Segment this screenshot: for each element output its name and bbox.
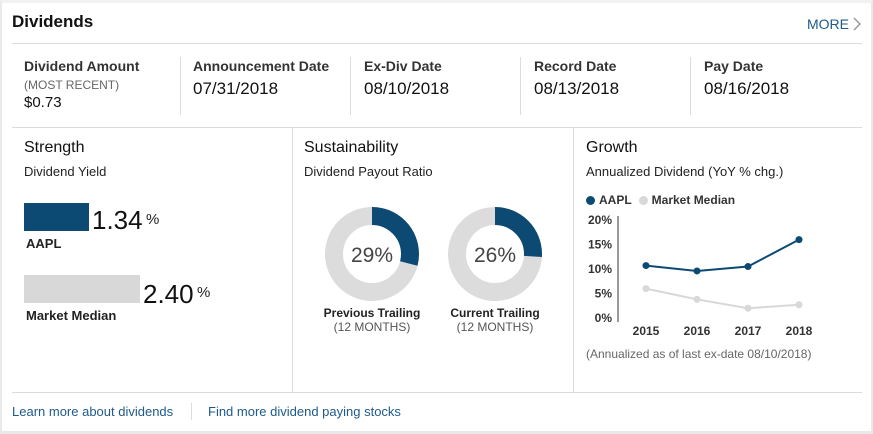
median-yield-value: 2.40 [143,279,194,309]
stat-announcement-date: Announcement Date 07/31/2018 [193,58,329,99]
aapl-yield-value: 1.34 [92,205,143,235]
sustainability-subtitle: Dividend Payout Ratio [304,164,433,179]
median-yield-bar [24,275,140,303]
data-point-market-median [744,304,752,312]
more-link[interactable]: MORE [807,16,861,32]
divider [191,403,192,420]
data-point-aapl [642,262,650,270]
data-point-aapl [693,267,701,275]
stat-label: Ex-Div Date [364,58,442,74]
donut-value: 26% [474,244,516,267]
current-trailing-caption: Current Trailing (12 MONTHS) [435,306,555,334]
legend-dot-aapl [586,195,595,205]
strength-subtitle: Dividend Yield [24,164,107,179]
find-dividend-stocks-link[interactable]: Find more dividend paying stocks [208,404,401,419]
stat-label: Announcement Date [193,58,330,74]
divider [520,57,521,115]
caption-label: Current Trailing [450,306,540,320]
divider [12,392,862,393]
y-tick-label: 5% [595,287,613,301]
strength-title: Strength [24,139,85,156]
data-point-aapl [744,263,752,271]
growth-subtitle: Annualized Dividend (YoY % chg.) [586,164,784,179]
divider [180,57,181,115]
data-point-market-median [693,295,701,303]
x-tick-label: 2017 [735,324,762,338]
series-line-aapl [645,238,800,272]
y-tick-label: 20% [588,213,612,227]
stat-dividend-amount: Dividend Amount (MOST RECENT) $0.73 [24,58,139,111]
chevron-right-icon [853,17,861,31]
growth-title: Growth [586,139,638,156]
stat-pay-date: Pay Date 08/16/2018 [704,58,789,99]
stat-value: 08/16/2018 [704,79,790,98]
percent-sign: % [197,284,211,301]
previous-payout-donut: 29% [325,207,419,301]
caption-sublabel: (12 MONTHS) [333,320,411,334]
y-tick-label: 0% [595,311,613,325]
stat-label: Dividend Amount [24,58,140,74]
sustainability-title: Sustainability [304,139,399,156]
stat-value: 08/10/2018 [364,79,450,98]
stat-value: 07/31/2018 [193,79,279,98]
aapl-label: AAPL [26,236,62,251]
current-payout-donut: 26% [448,207,542,301]
divider [573,128,574,392]
x-tick-label: 2018 [786,324,813,338]
growth-line-chart: 0% 5% 10% 15% 20% 2015 2016 2017 2018 [588,213,813,338]
y-tick-label: 15% [588,238,612,252]
divider [690,57,691,115]
data-point-market-median [642,285,650,293]
series-line-market-median [645,287,800,310]
caption-label: Previous Trailing [323,306,421,320]
legend-label-aapl: AAPL [599,193,632,207]
panel-title: Dividends [12,12,94,31]
divider [292,128,293,392]
stat-value: $0.73 [24,94,62,111]
aapl-yield-bar [24,203,89,231]
growth-note: (Annualized as of last ex-date 08/10/201… [586,347,812,361]
data-point-aapl [795,236,803,244]
y-tick-label: 10% [588,262,612,276]
stat-record-date: Record Date 08/13/2018 [534,58,619,99]
stat-value: 08/13/2018 [534,79,620,98]
legend-dot-median [638,195,648,205]
stat-label: Record Date [534,58,617,74]
chart-legend: AAPL Market Median [586,193,735,207]
learn-dividends-link[interactable]: Learn more about dividends [12,404,174,419]
divider [12,127,862,128]
data-point-market-median [795,301,803,309]
previous-trailing-caption: Previous Trailing (12 MONTHS) [312,306,432,334]
percent-sign: % [146,211,160,228]
caption-sublabel: (12 MONTHS) [456,320,534,334]
donut-fill [448,207,542,301]
divider [350,57,351,115]
more-label: MORE [807,16,849,32]
donut-fill [325,207,419,301]
median-label: Market Median [26,308,117,323]
stat-sublabel: (MOST RECENT) [24,78,120,92]
x-tick-label: 2016 [684,324,711,338]
stat-ex-div-date: Ex-Div Date 08/10/2018 [364,58,449,99]
stat-label: Pay Date [704,58,764,74]
x-tick-label: 2015 [633,324,660,338]
divider [12,43,862,44]
legend-label-median: Market Median [651,193,736,207]
donut-value: 29% [351,244,393,267]
